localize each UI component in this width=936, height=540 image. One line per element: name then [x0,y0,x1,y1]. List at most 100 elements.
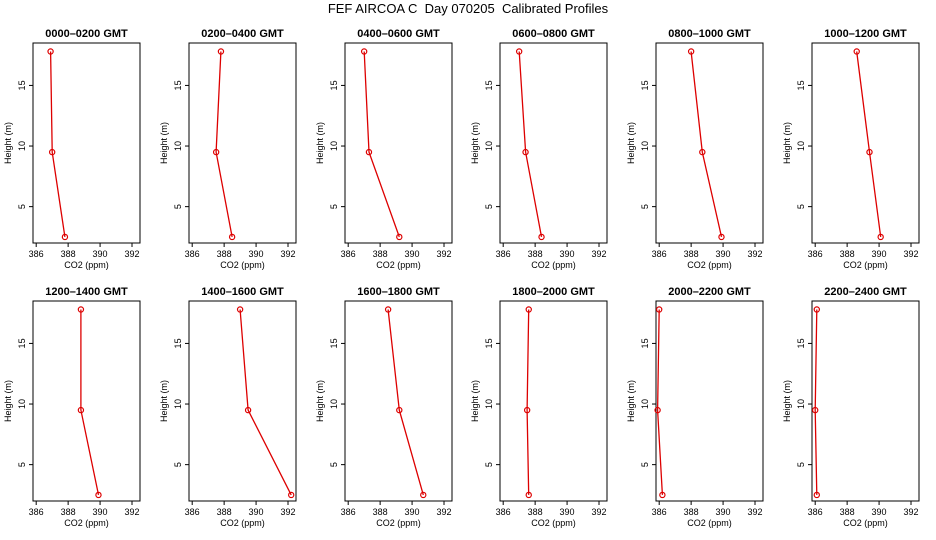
y-tick-label: 10 [484,141,494,151]
page-title: FEF AIRCOA C Day 070205 Calibrated Profi… [327,1,609,16]
y-tick-label: 5 [484,462,494,467]
y-tick-label: 10 [640,141,650,151]
y-tick-label: 15 [329,80,339,90]
x-tick-label: 386 [496,507,511,517]
x-tick-label: 392 [436,249,451,259]
x-tick-label: 390 [405,507,420,517]
x-tick-label: 392 [747,249,762,259]
y-tick-label: 10 [17,141,27,151]
y-axis-label: Height (m) [470,122,480,164]
x-tick-label: 388 [840,249,855,259]
profile-line [856,51,882,237]
data-point [699,148,706,156]
x-tick-label: 388 [684,249,699,259]
profile-line [690,51,723,238]
x-tick-label: 390 [872,507,887,517]
y-tick-label: 15 [17,80,27,90]
x-tick-label: 392 [747,507,762,517]
data-point [77,406,85,414]
panel-title: 1800–2000 GMT [512,286,595,298]
x-tick-label: 390 [93,507,108,517]
y-tick-label: 15 [640,80,650,90]
data-point [811,406,819,414]
data-point [244,406,252,414]
x-tick-label: 392 [436,507,451,517]
y-tick-label: 15 [173,80,183,90]
y-tick-label: 5 [796,204,806,209]
y-tick-label: 5 [484,204,494,209]
panel-title: 2200–2400 GMT [824,286,907,298]
data-point [813,306,820,313]
data-point [396,233,403,241]
plot-frame [499,42,608,244]
panel-title: 0400–0600 GMT [357,28,440,40]
x-axis-label: CO2 (ppm) [687,260,732,270]
y-tick-label: 10 [173,141,183,151]
data-point [228,233,236,241]
x-tick-label: 386 [652,249,667,259]
data-point [217,48,225,55]
y-axis-label: Height (m) [782,122,792,164]
y-tick-label: 15 [484,80,494,90]
x-tick-label: 386 [652,507,667,517]
data-point [718,233,725,241]
y-tick-label: 15 [796,80,806,90]
y-tick-label: 10 [640,399,650,409]
data-point [853,48,860,55]
y-tick-label: 10 [484,399,494,409]
y-axis-label: Height (m) [626,380,636,422]
y-tick-label: 5 [17,204,27,209]
profile-line [814,309,818,495]
data-point [396,406,403,414]
x-tick-label: 388 [684,507,699,517]
y-axis-label: Height (m) [782,380,792,422]
profile-line [656,309,664,495]
data-point [360,48,368,55]
x-axis-label: CO2 (ppm) [376,518,421,528]
x-tick-label: 390 [560,249,575,259]
data-point [813,491,820,499]
panel-title: 1200–1400 GMT [45,286,128,298]
x-tick-label: 390 [560,507,575,517]
profile-line [80,309,100,496]
profile-panel-6: 1000–1200 GMT 386 388 390 392 5 10 15 CO2 (ppm) H… [782,28,920,270]
x-axis-label: CO2 (ppm) [843,260,888,270]
plot-frame [811,300,920,502]
y-axis-label: Height (m) [3,122,13,164]
x-tick-label: 390 [93,249,108,259]
panel-title: 1600–1800 GMT [357,286,440,298]
x-tick-label: 388 [528,249,543,259]
panel-title: 1400–1600 GMT [201,286,284,298]
y-axis-label: Height (m) [159,380,169,422]
data-point [523,406,531,414]
y-tick-label: 10 [173,399,183,409]
data-point [288,491,295,499]
x-tick-label: 386 [185,249,200,259]
data-point [212,148,220,156]
y-axis-label: Height (m) [470,380,480,422]
panel-title: 0000–0200 GMT [45,28,128,40]
x-tick-label: 386 [29,249,44,259]
plot-frame [344,300,453,502]
profile-line [518,51,543,238]
data-point [525,306,532,313]
y-tick-label: 10 [329,141,339,151]
data-point [654,406,661,414]
panel-title: 0200–0400 GMT [201,28,284,40]
plot-frame [655,42,764,244]
y-tick-label: 15 [17,338,27,348]
y-tick-label: 5 [173,204,183,209]
x-tick-label: 386 [29,507,44,517]
profile-line [49,51,66,237]
x-tick-label: 392 [591,249,606,259]
y-tick-label: 5 [329,204,339,209]
plot-frame [188,42,297,244]
x-tick-label: 388 [217,507,232,517]
plot-frame [344,42,453,244]
data-point [687,48,695,55]
x-axis-label: CO2 (ppm) [687,518,732,528]
y-tick-label: 10 [17,399,27,409]
x-axis-label: CO2 (ppm) [376,260,421,270]
y-axis-label: Height (m) [315,122,325,164]
